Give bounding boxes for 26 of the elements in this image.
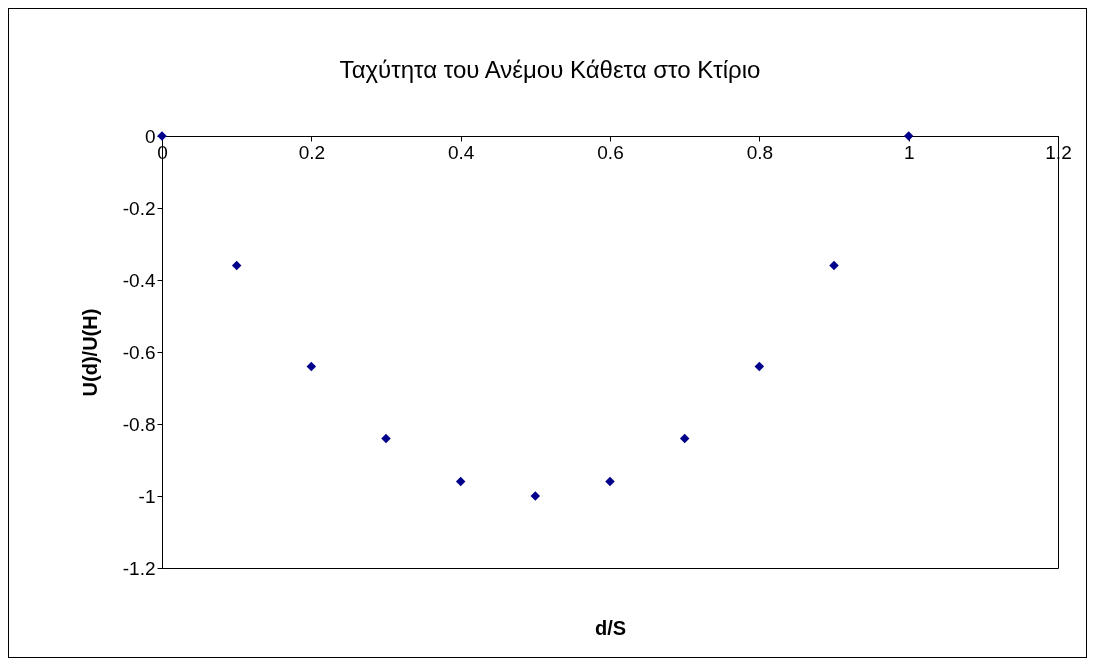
point <box>381 433 391 444</box>
y-tick-label: -0.6 <box>122 341 156 363</box>
point <box>455 476 466 487</box>
point <box>530 491 541 501</box>
x-axis-title: d/S <box>594 616 627 639</box>
y-tick-label: -1 <box>138 485 156 507</box>
chart-title: Ταχύτητα του Ανέμου Κάθετα στο Κτίριο <box>339 56 761 83</box>
y-tick-label: -0.8 <box>122 413 156 435</box>
x-tick-label: 0.6 <box>597 141 624 163</box>
y-tick-label: -0.4 <box>122 269 156 291</box>
point <box>157 131 167 141</box>
y-axis-title: U(d)/U(H) <box>78 308 101 397</box>
point <box>605 476 615 487</box>
y-tick-label: 0 <box>144 125 156 147</box>
x-tick-label: 1 <box>903 141 915 163</box>
point <box>231 260 242 271</box>
point <box>903 131 914 141</box>
y-tick-label: -0.2 <box>122 197 156 219</box>
x-tick-label: 0.2 <box>298 141 326 163</box>
y-tick-label: -1.2 <box>122 557 156 579</box>
point <box>829 260 839 271</box>
x-tick-label: 0.8 <box>746 141 774 163</box>
point <box>679 433 690 444</box>
x-tick-label: 0.4 <box>447 141 475 163</box>
point <box>306 361 317 372</box>
point <box>754 361 765 372</box>
